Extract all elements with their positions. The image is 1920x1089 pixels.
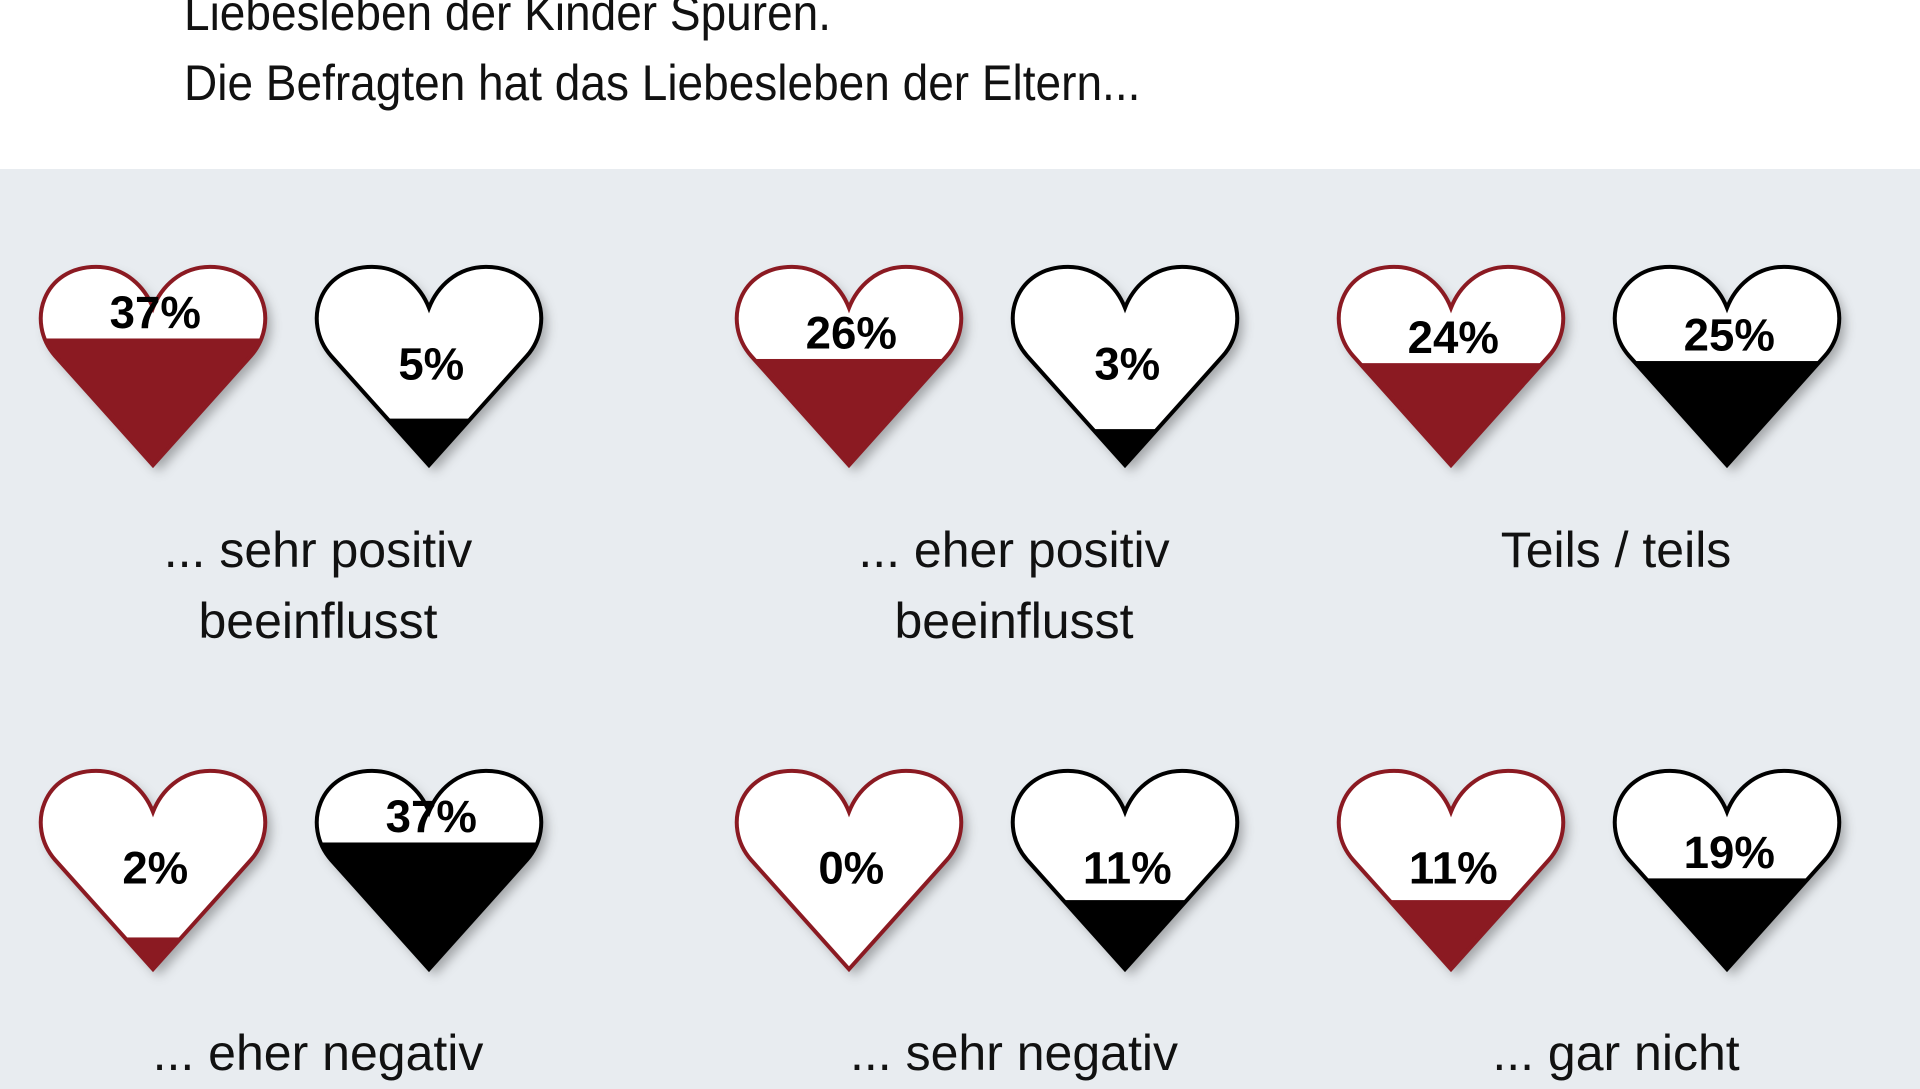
heart-svg: 25% bbox=[1612, 264, 1842, 469]
heart-shape bbox=[736, 770, 962, 970]
heart-outline bbox=[1336, 264, 1566, 469]
percent-label: 2% bbox=[122, 843, 188, 894]
heart-fill-level bbox=[40, 338, 266, 466]
heart-outline bbox=[1010, 264, 1240, 469]
heart-fill-level bbox=[1338, 363, 1564, 466]
heart-fill-level bbox=[1614, 878, 1840, 970]
category-label-line: ... sehr negativ bbox=[850, 1025, 1178, 1081]
header-line-1: Liebesleben der Kinder Spuren. bbox=[184, 0, 832, 41]
category-label-line: beeinflusst bbox=[198, 593, 438, 649]
heart-svg: 3% bbox=[1010, 264, 1240, 469]
heart-fill-level bbox=[40, 937, 266, 970]
heart-shape bbox=[316, 266, 542, 466]
category-label: ... sehr positiv beeinflusst bbox=[58, 515, 578, 657]
category-label-line: ... eher positiv bbox=[858, 522, 1170, 578]
heart-svg: 26% bbox=[734, 264, 964, 469]
heart-shape bbox=[1012, 770, 1238, 970]
percent-label: 26% bbox=[806, 308, 897, 359]
heart-outline bbox=[1612, 768, 1842, 973]
black-heart: 5% bbox=[314, 255, 544, 477]
black-heart: 19% bbox=[1612, 759, 1842, 981]
category-label: ... gar nicht bbox=[1356, 1018, 1876, 1089]
red-heart: 24% bbox=[1336, 255, 1566, 477]
heart-outline bbox=[314, 264, 544, 469]
percent-label: 37% bbox=[386, 791, 477, 842]
heart-outline bbox=[734, 768, 964, 973]
heart-svg: 11% bbox=[1010, 768, 1240, 973]
heart-svg: 0% bbox=[734, 768, 964, 973]
percent-label: 0% bbox=[818, 843, 884, 894]
heart-outline bbox=[1010, 768, 1240, 973]
percent-label: 11% bbox=[1083, 843, 1172, 894]
heart-shape bbox=[1012, 266, 1238, 466]
red-heart: 37% bbox=[38, 255, 268, 477]
category-label: Teils / teils bbox=[1356, 515, 1876, 586]
black-heart: 37% bbox=[314, 759, 544, 981]
percent-label: 25% bbox=[1684, 310, 1775, 361]
header: Liebesleben der Kinder Spuren. Die Befra… bbox=[0, 0, 1920, 169]
heart-outline bbox=[38, 264, 268, 469]
heart-shape bbox=[40, 770, 266, 970]
heart-outline bbox=[734, 264, 964, 469]
heart-fill-level bbox=[316, 842, 542, 970]
heart-svg: 37% bbox=[314, 768, 544, 973]
heart-outline bbox=[1336, 768, 1566, 973]
percent-label: 19% bbox=[1684, 827, 1775, 878]
red-heart: 2% bbox=[38, 759, 268, 981]
percent-label: 24% bbox=[1408, 312, 1499, 363]
heart-svg: 24% bbox=[1336, 264, 1566, 469]
black-heart: 3% bbox=[1010, 255, 1240, 477]
black-heart: 25% bbox=[1612, 255, 1842, 477]
percent-label: 3% bbox=[1094, 339, 1160, 390]
heart-outline bbox=[1612, 264, 1842, 469]
heart-svg: 11% bbox=[1336, 768, 1566, 973]
category-label-line: beeinflusst bbox=[894, 593, 1134, 649]
heart-svg: 2% bbox=[38, 768, 268, 973]
heart-shape bbox=[1614, 770, 1840, 970]
category-label: ... sehr negativ bbox=[754, 1018, 1274, 1089]
heart-svg: 37% bbox=[38, 264, 268, 469]
heart-svg: 5% bbox=[314, 264, 544, 469]
heart-svg: 19% bbox=[1612, 768, 1842, 973]
heart-outline bbox=[38, 768, 268, 973]
percent-label: 37% bbox=[110, 287, 201, 338]
black-heart: 11% bbox=[1010, 759, 1240, 981]
category-label-line: ... gar nicht bbox=[1492, 1025, 1740, 1081]
red-heart: 26% bbox=[734, 255, 964, 477]
red-heart: 0% bbox=[734, 759, 964, 981]
red-heart: 11% bbox=[1336, 759, 1566, 981]
percent-label: 11% bbox=[1409, 843, 1498, 894]
heart-outline bbox=[314, 768, 544, 973]
percent-label: 5% bbox=[398, 339, 464, 390]
header-line-2: Die Befragten hat das Liebesleben der El… bbox=[184, 55, 1141, 111]
heart-shape bbox=[1338, 770, 1564, 970]
category-label-line: Teils / teils bbox=[1500, 522, 1732, 578]
category-label-line: ... eher negativ bbox=[152, 1025, 484, 1081]
category-label-line: ... sehr positiv bbox=[163, 522, 473, 578]
category-label: ... eher negativ bbox=[58, 1018, 578, 1089]
category-label: ... eher positiv beeinflusst bbox=[754, 515, 1274, 657]
